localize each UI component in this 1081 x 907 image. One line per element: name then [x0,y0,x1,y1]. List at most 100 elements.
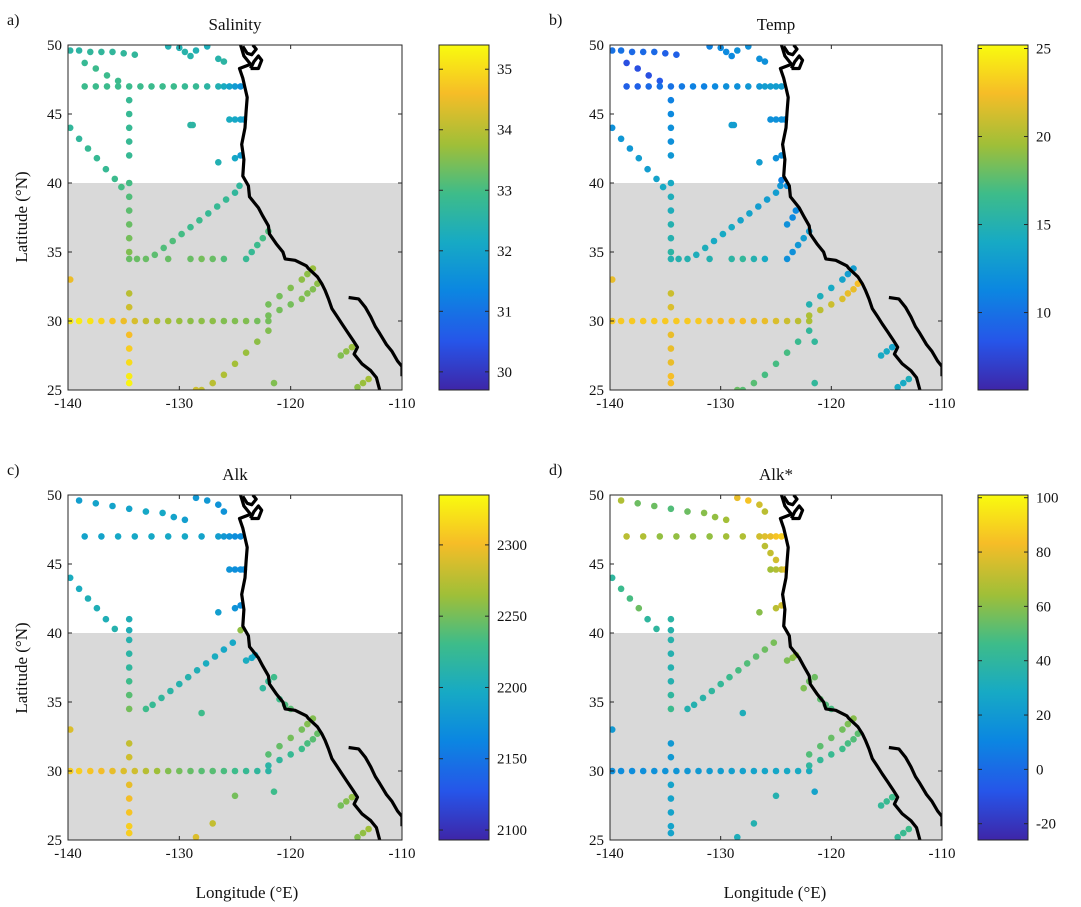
coastline-1 [237,45,382,390]
data-point [68,124,74,132]
data-point [667,678,675,685]
data-point [203,45,211,50]
data-point [667,248,675,256]
data-point [675,255,682,263]
data-point [253,338,261,346]
data-point [354,383,361,390]
data-point [667,179,675,187]
data-point [667,359,675,366]
data-point [220,646,228,653]
data-point [343,798,350,805]
data-point [187,767,194,775]
data-point [690,701,698,709]
data-point [209,820,216,827]
data-point [164,45,172,50]
colorbar-tick-label: 40 [1036,654,1051,670]
data-point [149,701,156,709]
plot-area [68,45,402,390]
data-point [209,255,216,263]
data-point [242,767,250,775]
data-point [634,83,641,90]
data-point [184,673,192,681]
data-point [348,343,356,351]
data-point [701,244,709,252]
data-point [131,317,139,325]
data-point [125,193,133,201]
data-point [125,345,133,352]
plot-frame [609,44,943,391]
data-point [231,566,239,573]
data-point [231,360,239,368]
data-point [178,230,185,238]
data-point [717,767,724,775]
data-point [667,193,675,201]
data-point [719,230,727,238]
data-point [125,650,133,657]
data-point [125,809,133,816]
data-point [623,59,630,67]
data-point [75,317,83,325]
coastline-3 [782,45,799,57]
data-point [905,375,913,383]
plot-area [68,495,402,840]
data-point [667,152,675,159]
data-point [699,694,707,702]
plot-area [610,495,942,840]
data-point [226,116,233,123]
data-point [667,331,675,339]
data-point [75,135,83,143]
data-point [828,284,835,292]
data-point [359,379,367,387]
data-point [739,533,747,540]
y-tick-label: 25 [589,383,604,399]
data-point [695,767,702,775]
x-tick-label: -130 [166,396,194,412]
data-point [639,767,647,775]
x-tick-label: -130 [707,846,735,862]
data-point [259,684,267,692]
data-point [125,248,133,256]
data-point [722,48,730,56]
data-point [706,317,713,325]
data-point [265,762,272,769]
data-point [662,50,669,57]
data-point [805,312,813,319]
data-point [844,270,852,278]
coastline-1 [237,495,382,840]
data-point [667,234,675,242]
data-point [125,96,133,104]
data-point [761,255,769,263]
data-point [231,154,239,162]
data-point [354,833,361,840]
data-point [87,317,94,325]
data-point [877,802,885,809]
data-point [231,533,239,540]
data-point [109,48,116,56]
data-point [231,767,239,775]
data-point [226,83,233,90]
data-point [737,217,744,224]
data-point [667,255,675,263]
data-point [287,734,295,742]
data-point [656,533,664,540]
data-point [628,767,636,775]
data-point [125,207,133,214]
data-point [231,83,239,90]
data-point [905,825,913,833]
colorbar-tick-label: 2100 [497,823,527,839]
data-point [226,566,233,573]
data-point [667,705,675,713]
data-point [745,83,752,90]
panel-3: -140 -130 -120 -110 25 30 35 40 45 50 Alk c) 2100 215… [7,462,527,862]
data-point [722,516,730,524]
data-point [102,615,110,623]
data-point [794,338,802,346]
colorbar-tick-label: 35 [497,62,512,78]
data-point [761,508,769,515]
data-point [767,116,774,123]
data-point [164,533,172,540]
data-point [231,317,239,325]
data-point [728,317,735,325]
data-point [192,47,200,54]
